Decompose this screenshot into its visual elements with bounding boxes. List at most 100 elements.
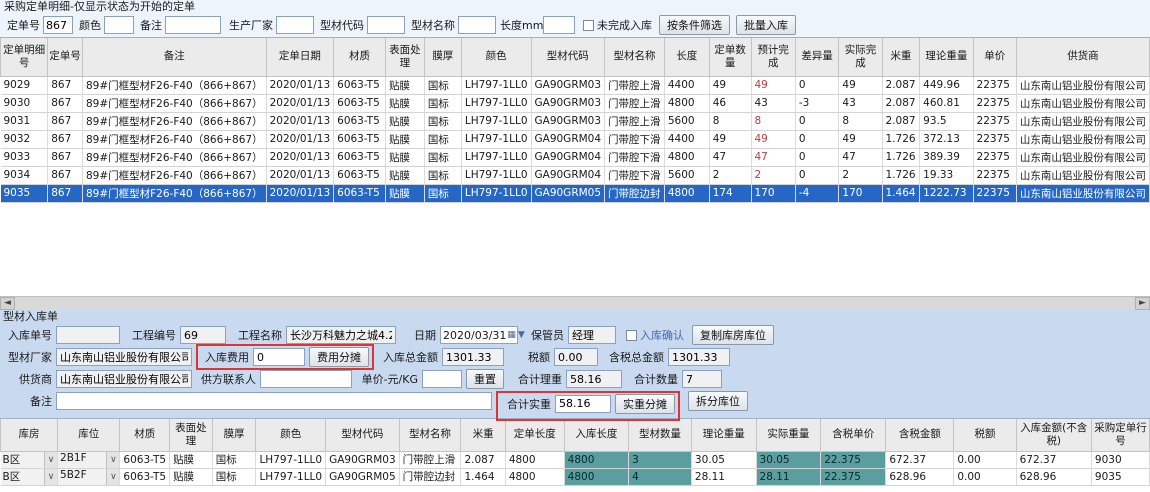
column-header[interactable]: 供货商 xyxy=(1015,38,1150,77)
factory-field[interactable] xyxy=(56,348,192,366)
column-header[interactable]: 膜厚 xyxy=(423,38,462,77)
column-header[interactable]: 库位 xyxy=(57,419,121,452)
color-filter-label: 颜色 xyxy=(79,19,101,32)
supplier-contact-field[interactable] xyxy=(260,370,352,388)
project-no-field[interactable] xyxy=(180,326,226,344)
dropdown-arrow-icon[interactable]: ∨ xyxy=(44,468,57,484)
column-header[interactable]: 采购定单行号 xyxy=(1090,419,1150,452)
column-header[interactable]: 颜色 xyxy=(255,419,327,452)
table-row[interactable]: 9031 867 89#门框型材F26-F40（866+867） 2020/01/13… xyxy=(0,112,1150,131)
dropdown-arrow-icon[interactable]: ∨ xyxy=(44,451,57,467)
split-location-button[interactable]: 拆分库位 xyxy=(688,391,748,411)
receipt-no-field[interactable] xyxy=(56,326,120,344)
column-header[interactable]: 材质 xyxy=(119,419,171,452)
table-row[interactable]: 9034 867 89#门框型材F26-F40（866+867） 2020/01/13… xyxy=(0,166,1150,185)
color-filter-input[interactable] xyxy=(104,16,134,34)
column-header[interactable]: 定单日期 xyxy=(265,38,335,77)
column-header[interactable]: 入库金额(不含税) xyxy=(1015,419,1092,452)
column-header[interactable]: 理论重量 xyxy=(919,38,974,77)
supplier-field[interactable] xyxy=(56,370,192,388)
table-row[interactable]: 9032 867 89#门框型材F26-F40（866+867） 2020/01/13… xyxy=(0,130,1150,149)
column-header[interactable]: 含税单价 xyxy=(820,419,887,452)
length-filter-label: 长度mm xyxy=(500,19,544,32)
fee-share-button[interactable]: 费用分摊 xyxy=(309,347,369,367)
column-header[interactable]: 定单长度 xyxy=(504,419,565,452)
column-header[interactable]: 入库长度 xyxy=(563,419,630,452)
reset-button[interactable]: 重置 xyxy=(466,369,504,389)
table-row[interactable]: ∨ B区 ∨ 5B2F 6063-T5 贴膜 国标 LH797-1LL0 GA90GRM05 门带… xyxy=(0,468,1150,486)
total-amount-field[interactable] xyxy=(442,348,504,366)
column-header[interactable]: 型材名称 xyxy=(398,419,462,452)
column-header[interactable]: 库房 xyxy=(0,419,59,452)
column-header[interactable]: 实际重量 xyxy=(755,419,822,452)
column-header[interactable]: 表面处理 xyxy=(169,419,213,452)
column-header[interactable]: 差异量 xyxy=(794,38,840,77)
dropdown-arrow-icon[interactable]: ∨ xyxy=(106,468,119,484)
total-actual-weight-field[interactable] xyxy=(555,394,611,413)
unit-price-field[interactable] xyxy=(422,370,462,388)
column-header[interactable]: 型材数量 xyxy=(628,419,692,452)
total-theory-weight-field[interactable] xyxy=(566,370,622,388)
remark-field[interactable] xyxy=(56,392,492,410)
column-header[interactable]: 材质 xyxy=(333,38,386,77)
unfinished-checkbox-label: 未完成入库 xyxy=(597,19,652,32)
column-header[interactable]: 定单号 xyxy=(47,38,83,77)
column-header[interactable]: 米重 xyxy=(460,419,506,452)
column-header[interactable]: 含税金额 xyxy=(885,419,955,452)
column-header[interactable]: 定单明细号 xyxy=(0,38,49,77)
scrollbar-left-arrow-icon[interactable]: ◄ xyxy=(0,297,15,310)
horizontal-scrollbar[interactable]: ◄ ► xyxy=(0,296,1150,310)
tax-label: 税额 xyxy=(528,351,550,364)
column-header[interactable]: 型材代码 xyxy=(325,419,400,452)
column-header[interactable]: 长度 xyxy=(663,38,710,77)
dropdown-arrow-icon[interactable]: ∨ xyxy=(106,451,119,467)
keeper-label: 保管员 xyxy=(531,329,564,342)
column-header[interactable]: 表面处理 xyxy=(384,38,425,77)
manufacturer-filter-input[interactable] xyxy=(276,16,314,34)
tax-field[interactable] xyxy=(554,348,598,366)
column-header[interactable]: 实际完成 xyxy=(838,38,883,77)
total-qty-field[interactable] xyxy=(682,370,722,388)
scrollbar-right-arrow-icon[interactable]: ► xyxy=(1135,297,1150,310)
supplier-label: 供货商 xyxy=(19,373,52,386)
column-header[interactable]: 预计完成 xyxy=(750,38,796,77)
table-row[interactable]: 9030 867 89#门框型材F26-F40（866+867） 2020/01/13… xyxy=(0,94,1150,113)
column-header[interactable]: 税额 xyxy=(953,419,1017,452)
form-row-4: 备注 合计实重 实重分摊 拆分库位 xyxy=(2,390,1150,421)
column-header[interactable]: 理论重量 xyxy=(690,419,757,452)
table-row[interactable]: 9033 867 89#门框型材F26-F40（866+867） 2020/01/13… xyxy=(0,148,1150,167)
profile-code-filter-input[interactable] xyxy=(367,16,405,34)
keeper-field[interactable] xyxy=(568,326,616,344)
date-picker-field[interactable]: 2020/03/31 ▦ ▼ xyxy=(440,326,525,344)
column-header[interactable]: 颜色 xyxy=(460,38,532,77)
total-with-tax-field[interactable] xyxy=(668,348,730,366)
column-header[interactable]: 单价 xyxy=(972,38,1017,77)
length-filter-input[interactable] xyxy=(543,16,575,34)
table-row[interactable]: 9035 867 89#门框型材F26-F40（866+867） 2020/01/13… xyxy=(0,184,1150,203)
column-header[interactable]: 型材代码 xyxy=(530,38,606,77)
column-header[interactable]: 备注 xyxy=(81,38,267,77)
column-header[interactable]: 型材名称 xyxy=(604,38,665,77)
table-row[interactable]: ∨ B区 ∨ 2B1F 6063-T5 贴膜 国标 LH797-1LL0 GA90GRM03 门带… xyxy=(0,451,1150,469)
column-header[interactable]: 定单数量 xyxy=(708,38,752,77)
inbound-section-title: 型材入库单 xyxy=(3,310,58,323)
inbound-fee-field[interactable] xyxy=(253,348,305,366)
project-no-label: 工程编号 xyxy=(132,329,176,342)
project-name-field[interactable] xyxy=(286,326,396,344)
filter-by-condition-button[interactable]: 按条件筛选 xyxy=(659,15,730,35)
remark-filter-input[interactable] xyxy=(165,16,221,34)
receipt-no-label: 入库单号 xyxy=(8,329,52,342)
inbound-confirm-checkbox[interactable] xyxy=(626,329,637,341)
inbound-form-panel: 型材入库单 入库单号 工程编号 工程名称 日期 2020/03/31 ▦ ▼ 保… xyxy=(0,310,1150,421)
profile-name-filter-input[interactable] xyxy=(458,16,496,34)
column-header[interactable]: 米重 xyxy=(881,38,921,77)
order-no-filter-input[interactable] xyxy=(43,16,73,34)
unfinished-checkbox[interactable] xyxy=(583,19,594,31)
batch-inbound-button[interactable]: 批量入库 xyxy=(736,15,796,35)
copy-warehouse-location-button[interactable]: 复制库房库位 xyxy=(692,325,774,345)
inbound-fee-redbox: 入库费用 费用分摊 xyxy=(196,344,374,370)
column-header[interactable]: 膜厚 xyxy=(211,419,257,452)
table-row[interactable]: 9029 867 89#门框型材F26-F40（866+867） 2020/01/13… xyxy=(0,76,1150,95)
chevron-down-icon[interactable]: ▼ xyxy=(517,330,525,340)
actual-weight-share-button[interactable]: 实重分摊 xyxy=(615,393,675,414)
